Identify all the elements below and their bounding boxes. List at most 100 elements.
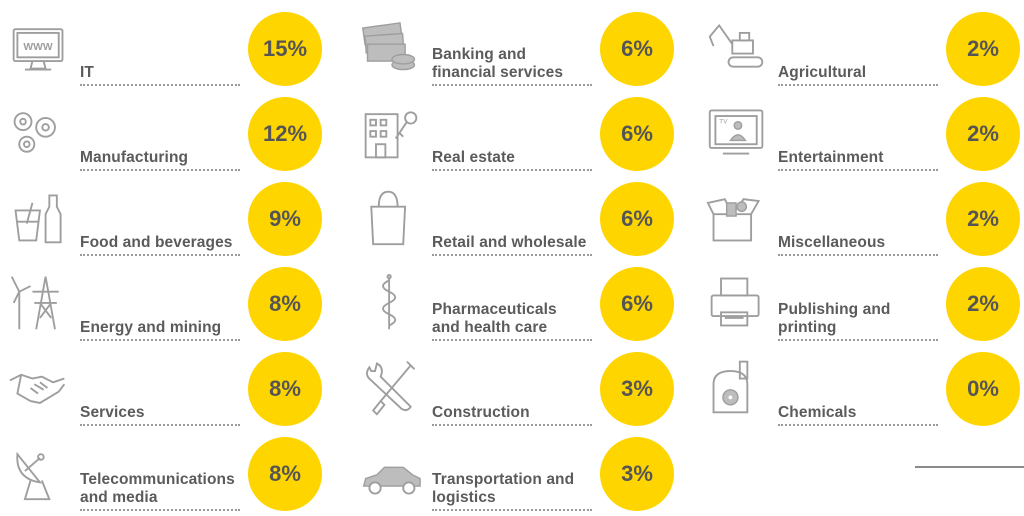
percentage-bubble: 2% xyxy=(946,182,1020,256)
money-coins-icon xyxy=(360,14,422,80)
percentage-bubble: 3% xyxy=(600,437,674,511)
percentage-bubble: 0% xyxy=(946,352,1020,426)
svg-text:TV: TV xyxy=(719,119,728,126)
shopping-bag-icon xyxy=(360,184,422,250)
dotted-leader xyxy=(432,84,592,86)
dotted-leader xyxy=(80,254,240,256)
industry-label-line: Pharmaceuticals xyxy=(432,301,557,318)
dotted-leader xyxy=(432,339,592,341)
industry-row: WWW IT 15% xyxy=(8,10,338,90)
percentage-bubble: 6% xyxy=(600,97,674,171)
industry-label: Banking and financial services xyxy=(432,46,592,82)
industry-row: Retail and wholesale 6% xyxy=(360,180,690,260)
percentage-bubble: 8% xyxy=(248,437,322,511)
industry-row: Publishing and printing 2% xyxy=(706,265,1024,345)
dotted-leader xyxy=(80,339,240,341)
excavator-icon xyxy=(706,14,768,80)
dotted-leader xyxy=(432,424,592,426)
industry-row: Real estate 6% xyxy=(360,95,690,175)
industry-row: Food and beverages 9% xyxy=(8,180,338,260)
industry-label-line: Agricultural xyxy=(778,64,867,81)
industry-label-line: Publishing and xyxy=(778,301,891,318)
industry-label-line: Energy and mining xyxy=(80,319,222,336)
radiation-plant-icon xyxy=(706,354,768,420)
industry-label-line: Banking and xyxy=(432,46,527,63)
percentage-bubble: 15% xyxy=(248,12,322,86)
industry-label-line: and media xyxy=(80,489,158,506)
dotted-leader xyxy=(432,169,592,171)
percentage-bubble: 8% xyxy=(248,267,322,341)
percentage-bubble: 8% xyxy=(248,352,322,426)
dotted-leader xyxy=(778,169,938,171)
wrench-screwdriver-icon xyxy=(360,354,422,420)
percentage-bubble: 6% xyxy=(600,12,674,86)
wind-turbine-pylon-icon xyxy=(8,269,70,335)
percentage-bubble: 6% xyxy=(600,182,674,256)
industry-label-line: Services xyxy=(80,404,145,421)
industry-row: Agricultural 2% xyxy=(706,10,1024,90)
industry-row: Pharmaceuticals and health care 6% xyxy=(360,265,690,345)
industry-label-line: financial services xyxy=(432,64,564,81)
caduceus-icon xyxy=(360,269,422,335)
percentage-bubble: 2% xyxy=(946,97,1020,171)
industry-label: Energy and mining xyxy=(80,319,240,337)
industry-label: Publishing and printing xyxy=(778,301,938,337)
dotted-leader xyxy=(778,84,938,86)
dotted-leader xyxy=(80,84,240,86)
monitor-www-icon: WWW xyxy=(8,14,70,80)
industry-row: Telecommunications and media 8% xyxy=(8,435,338,515)
industry-label-line: IT xyxy=(80,64,94,81)
industry-label: IT xyxy=(80,64,240,82)
dotted-leader xyxy=(778,339,938,341)
industry-row: Manufacturing 12% xyxy=(8,95,338,175)
dotted-leader xyxy=(80,509,240,511)
industry-label-line: and health care xyxy=(432,319,548,336)
dotted-leader xyxy=(432,509,592,511)
industry-label: Transportation and logistics xyxy=(432,471,592,507)
industry-label-line: Chemicals xyxy=(778,404,857,421)
printer-icon xyxy=(706,269,768,335)
satellite-dish-icon xyxy=(8,439,70,505)
industry-row: Services 8% xyxy=(8,350,338,430)
industry-label-line: Retail and wholesale xyxy=(432,234,587,251)
handshake-icon xyxy=(8,354,70,420)
industry-label: Retail and wholesale xyxy=(432,234,592,252)
industry-label: Manufacturing xyxy=(80,149,240,167)
industry-label-line: Construction xyxy=(432,404,530,421)
industry-row: Miscellaneous 2% xyxy=(706,180,1024,260)
industry-label-line: Transportation and xyxy=(432,471,575,488)
industry-label: Entertainment xyxy=(778,149,938,167)
industry-label-line: Entertainment xyxy=(778,149,884,166)
industry-label-line: logistics xyxy=(432,489,496,506)
dotted-leader xyxy=(80,169,240,171)
industry-label-line: Telecommunications xyxy=(80,471,235,488)
car-icon xyxy=(360,439,422,505)
svg-text:WWW: WWW xyxy=(23,42,52,53)
gears-icon xyxy=(8,99,70,165)
open-box-icon xyxy=(706,184,768,250)
industry-label: Services xyxy=(80,404,240,422)
industry-label: Agricultural xyxy=(778,64,938,82)
industry-label: Construction xyxy=(432,404,592,422)
percentage-bubble: 3% xyxy=(600,352,674,426)
industry-label-line: Food and beverages xyxy=(80,234,233,251)
industry-row: Transportation and logistics 3% xyxy=(360,435,690,515)
industry-label: Real estate xyxy=(432,149,592,167)
industry-label: Pharmaceuticals and health care xyxy=(432,301,592,337)
percentage-bubble: 6% xyxy=(600,267,674,341)
percentage-bubble: 9% xyxy=(248,182,322,256)
industry-row: Energy and mining 8% xyxy=(8,265,338,345)
percentage-bubble: 12% xyxy=(248,97,322,171)
building-key-icon xyxy=(360,99,422,165)
industry-label-line: Real estate xyxy=(432,149,515,166)
dotted-leader xyxy=(80,424,240,426)
industry-label: Chemicals xyxy=(778,404,938,422)
dotted-leader xyxy=(778,254,938,256)
industry-label: Telecommunications and media xyxy=(80,471,240,507)
dotted-leader xyxy=(778,424,938,426)
industry-label: Food and beverages xyxy=(80,234,240,252)
tv-icon: TV xyxy=(706,99,768,165)
percentage-bubble: 2% xyxy=(946,12,1020,86)
industry-row: Banking and financial services 6% xyxy=(360,10,690,90)
industry-label-line: Miscellaneous xyxy=(778,234,886,251)
